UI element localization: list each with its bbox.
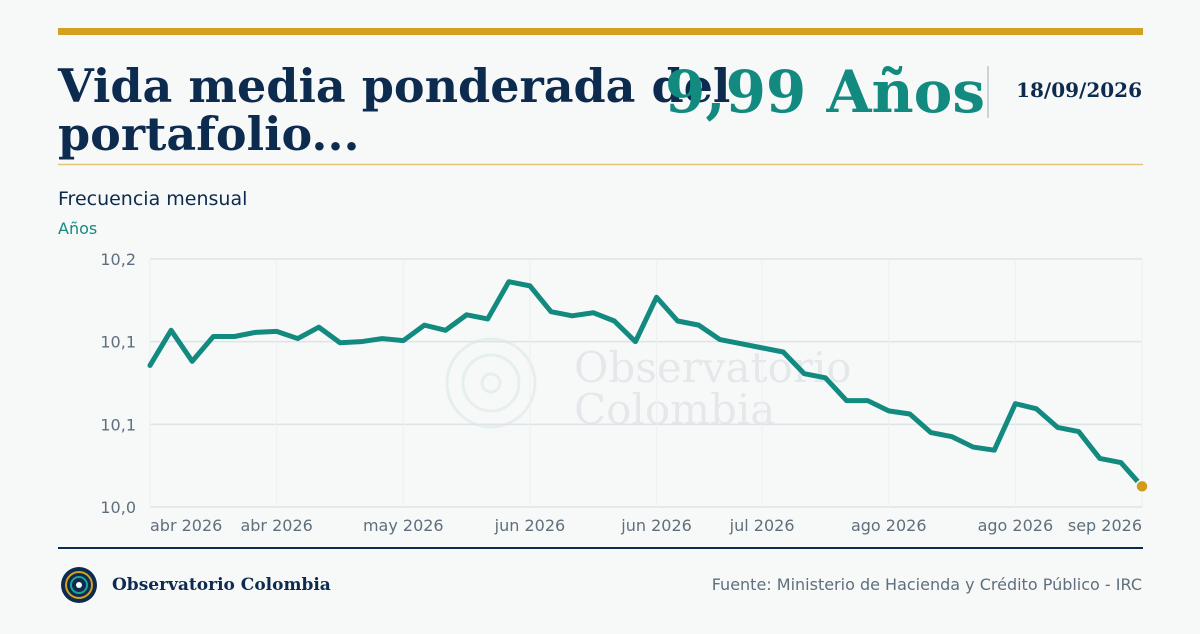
x-tick-label: jun 2026 — [620, 516, 692, 535]
brand: Observatorio Colombia — [112, 575, 331, 595]
x-tick-label: ago 2026 — [851, 516, 927, 535]
logo — [61, 567, 97, 603]
title-line: Vida media ponderada del — [57, 59, 730, 113]
y-tick-label: 10,2 — [100, 250, 136, 269]
headline-value: 9,99 Años — [665, 58, 985, 126]
line — [147, 279, 1145, 489]
logo-dot — [76, 582, 82, 588]
logo-ring — [65, 571, 93, 599]
y-tick-label: 10,1 — [100, 333, 136, 352]
last-point — [1135, 479, 1149, 494]
y-tick-label: 10,0 — [100, 498, 136, 517]
logo-ring — [70, 576, 88, 594]
source: Fuente: Ministerio de Hacienda y Crédito… — [712, 575, 1142, 594]
x-tick-label: ago 2026 — [978, 516, 1054, 535]
title-line: portafolio... — [58, 107, 359, 161]
watermark-text: Observatorio — [574, 343, 852, 392]
x-tick-label: abr 2026 — [150, 516, 222, 535]
date: 18/09/2026 — [1016, 78, 1142, 102]
top-bar — [58, 28, 1143, 35]
x-tick-label: jun 2026 — [494, 516, 566, 535]
subtitle: Frecuencia mensual — [58, 188, 247, 210]
watermark-logo — [445, 337, 537, 429]
x-tick-label: abr 2026 — [240, 516, 312, 535]
watermark-logo — [461, 353, 521, 413]
watermark-text: Colombia — [574, 385, 775, 434]
x-tick-label: jul 2026 — [729, 516, 795, 535]
plot: 10,0 10,1 10,1 10,2 abr 2026 abr 2026 may 2026… — [100, 250, 1149, 535]
watermark-logo — [480, 372, 502, 394]
y-tick-label: 10,1 — [100, 415, 136, 434]
y-axis-label: Años — [58, 219, 97, 238]
x-tick-label: may 2026 — [363, 516, 444, 535]
watermark: Observatorio Colombia — [445, 337, 852, 434]
x-tick-label: sep 2026 — [1068, 516, 1142, 535]
